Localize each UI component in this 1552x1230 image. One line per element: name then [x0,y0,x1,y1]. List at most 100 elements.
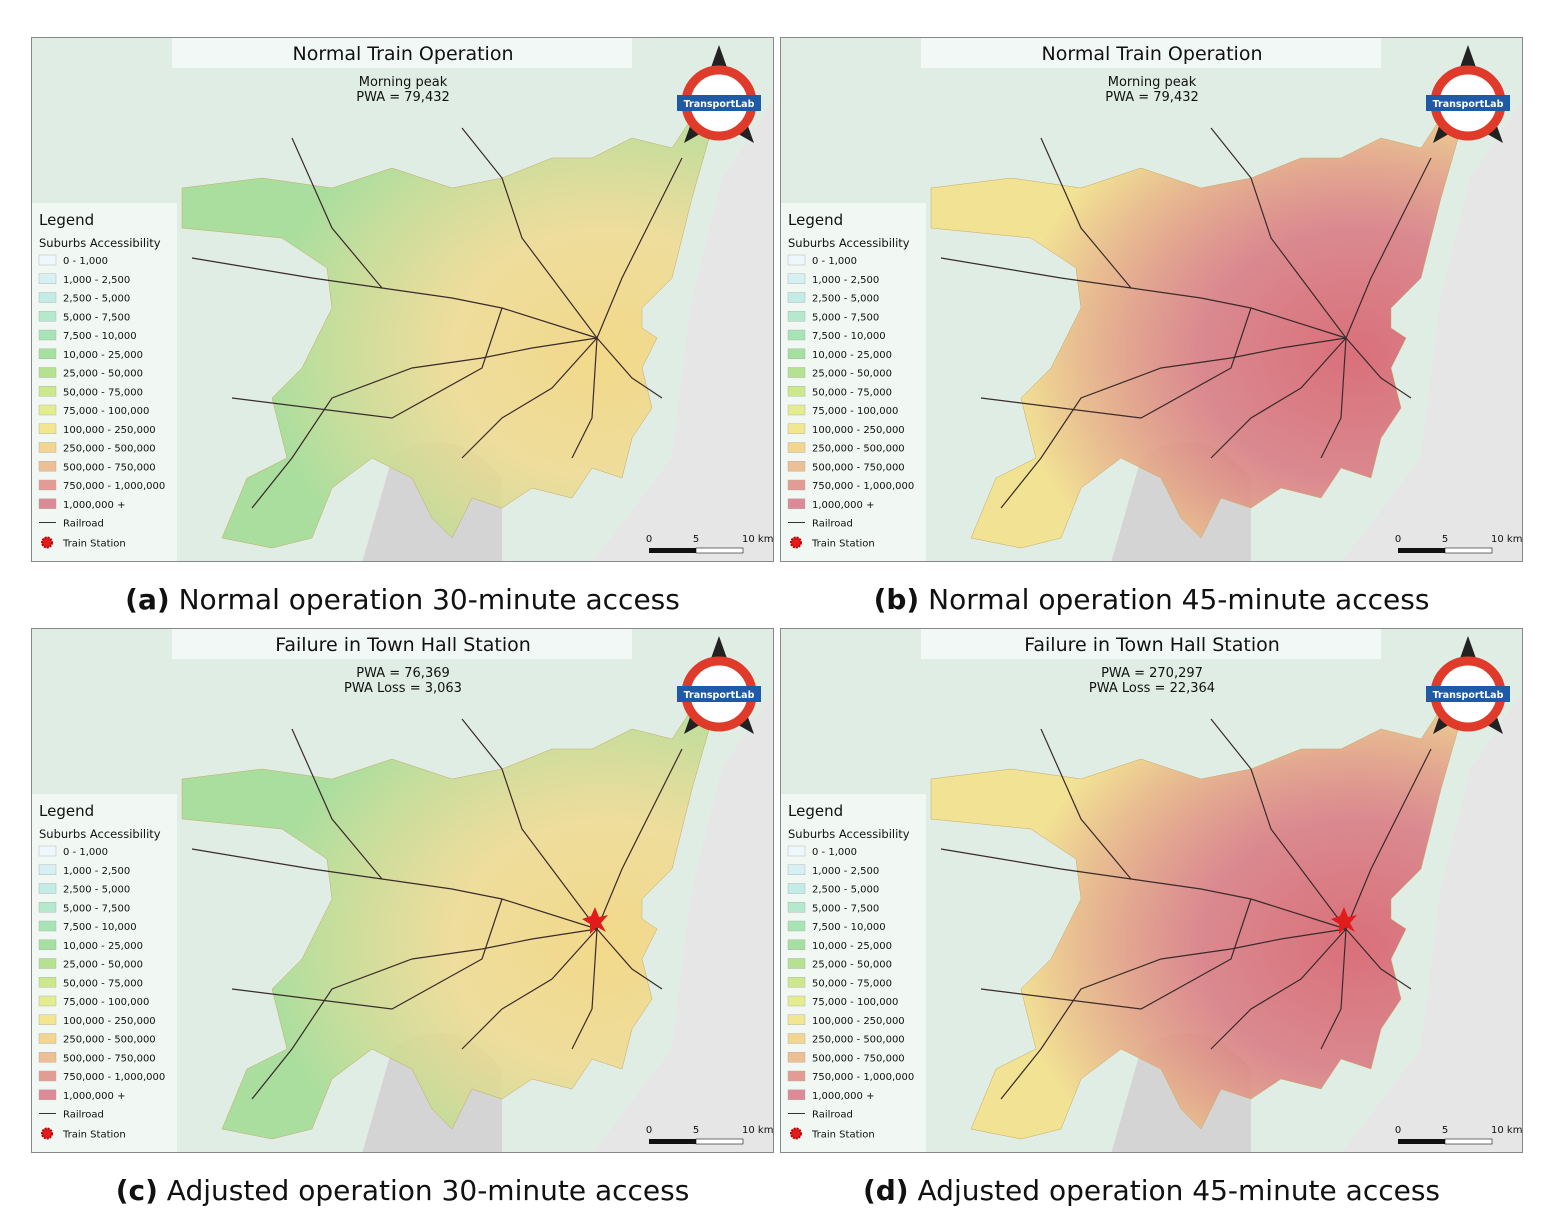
legend-swatch [787,1089,806,1100]
railroad-line [596,157,683,339]
legend-label: 75,000 - 100,000 [63,997,149,1008]
legend-label: 5,000 - 7,500 [812,903,879,914]
legend-label: 100,000 - 250,000 [63,1016,156,1027]
legend-label: 1,000,000 + [812,500,874,511]
legend-swatch [787,404,806,416]
railroad-line [1320,337,1347,459]
legend-label: 250,000 - 500,000 [63,1035,156,1046]
railroad-line [231,307,503,419]
caption-label: (c) [115,1174,158,1207]
legend-label: 10,000 - 25,000 [63,350,143,361]
logo-text: TransportLab [1433,99,1504,110]
legend-swatch [787,386,806,397]
title-band [172,629,632,659]
scale-bar-light [695,1138,744,1145]
urban-area [930,708,1462,1140]
caption-text: Normal operation 45-minute access [928,583,1430,616]
map-subtitle: PWA Loss = 3,063 [344,681,462,696]
legend-swatch [787,254,806,266]
legend-label: 1,000 - 2,500 [63,866,130,877]
legend-swatch [787,1014,806,1025]
legend-swatch [787,995,806,1007]
scale-label: 5 [693,534,699,545]
railroad-line [461,718,598,930]
railroad-line [940,257,1347,339]
legend-swatch [38,1052,57,1063]
railroad-line [251,928,598,1100]
legend-label: 25,000 - 50,000 [812,960,892,971]
railroad-line [596,748,683,930]
legend-swatch [787,367,806,378]
legend-swatch [787,461,806,472]
legend-swatch [38,1089,57,1100]
scale-label: 10 km [1491,534,1522,545]
legend-label: 2,500 - 5,000 [812,294,879,305]
railroad-line [1320,928,1347,1050]
legend-label: Train Station [811,539,875,550]
title-band [921,629,1381,659]
legend-label: Train Station [811,1130,875,1141]
legend-station-symbol [41,1127,53,1140]
railroad-line [1345,157,1432,339]
legend-subtitle: Suburbs Accessibility [39,236,161,250]
urban-area [181,708,713,1140]
legend-swatch [38,1070,57,1082]
legend-swatch [787,864,806,875]
legend-label: 7,500 - 10,000 [63,922,137,933]
legend-swatch [787,977,806,988]
legend-label: 25,000 - 50,000 [812,369,892,380]
scale-bar-dark [1398,548,1445,553]
legend-label: 500,000 - 750,000 [63,1053,156,1064]
legend-label: 0 - 1,000 [63,847,108,858]
legend-label: 1,000 - 2,500 [812,275,879,286]
legend-swatch [38,367,57,378]
legend-swatch [787,479,806,491]
legend-swatch [38,995,57,1007]
map: Failure in Town Hall Station PWA = 270,29… [781,629,1522,1152]
legend-label: 50,000 - 75,000 [812,978,892,989]
legend-label: 1,000,000 + [812,1091,874,1102]
urban-area [181,117,713,549]
map-subtitle: PWA = 79,432 [1105,90,1199,105]
legend-swatch [787,423,806,434]
legend-label: 250,000 - 500,000 [812,1035,905,1046]
railroad-line [940,848,1347,930]
legend-swatch [787,311,806,322]
legend-swatch [787,920,806,932]
legend-swatch [38,479,57,491]
legend-label: Train Station [62,1130,126,1141]
legend-swatch [787,958,806,969]
legend-label: 100,000 - 250,000 [812,1016,905,1027]
railroad-line [1040,728,1132,880]
legend-label: 25,000 - 50,000 [63,369,143,380]
legend-label: 250,000 - 500,000 [812,444,905,455]
logo: TransportLab [1426,45,1510,143]
map-subtitle: Morning peak [359,75,448,90]
railroad-line [191,848,598,930]
scale-label: 10 km [742,534,773,545]
legend-label: 1,000 - 2,500 [812,866,879,877]
railroad-line [191,257,598,339]
railroad-line [596,928,663,990]
legend-swatch [38,958,57,969]
legend-label: 5,000 - 7,500 [63,312,130,323]
map-subtitle: PWA Loss = 22,364 [1089,681,1215,696]
railroad-line [980,898,1252,1010]
logo-text: TransportLab [684,690,755,701]
logo: TransportLab [677,45,761,143]
legend-swatch [787,329,806,341]
railroad-line [1345,928,1412,990]
railroad-line [1000,337,1347,509]
legend-label: 0 - 1,000 [812,256,857,267]
railroad-line [1000,928,1347,1100]
scale-label: 5 [1442,1125,1448,1136]
legend-label: 750,000 - 1,000,000 [812,1072,914,1083]
map-panel: Failure in Town Hall Station PWA = 270,29… [780,628,1523,1153]
railroad-line [980,307,1252,419]
caption-label: (d) [862,1174,909,1207]
failed-station-marker [582,907,608,934]
legend-label: 50,000 - 75,000 [63,387,143,398]
legend-swatch [38,498,57,509]
legend-label: 500,000 - 750,000 [812,462,905,473]
